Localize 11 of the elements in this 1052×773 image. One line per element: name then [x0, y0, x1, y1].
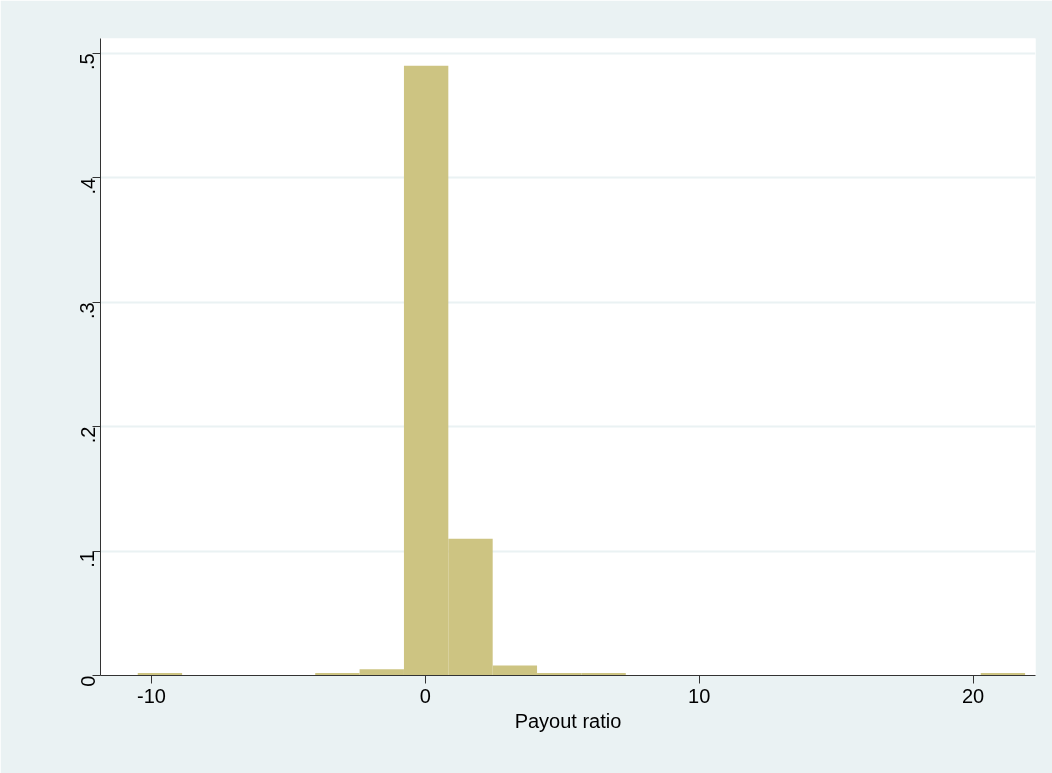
x-tick-label: 10 — [688, 684, 711, 707]
y-tick-label: .4 — [76, 177, 99, 195]
y-tick-label: 0 — [76, 675, 99, 687]
y-tick-label: .2 — [76, 426, 99, 444]
x-tick-label: 0 — [419, 684, 431, 707]
y-tick-label: .5 — [76, 53, 99, 71]
x-tick-label: -10 — [136, 684, 166, 707]
y-tick-label: .1 — [76, 551, 99, 568]
x-tick-label: 20 — [961, 684, 985, 707]
x-axis-title: Payout ratio — [514, 709, 622, 732]
y-tick-label: .3 — [76, 302, 99, 319]
